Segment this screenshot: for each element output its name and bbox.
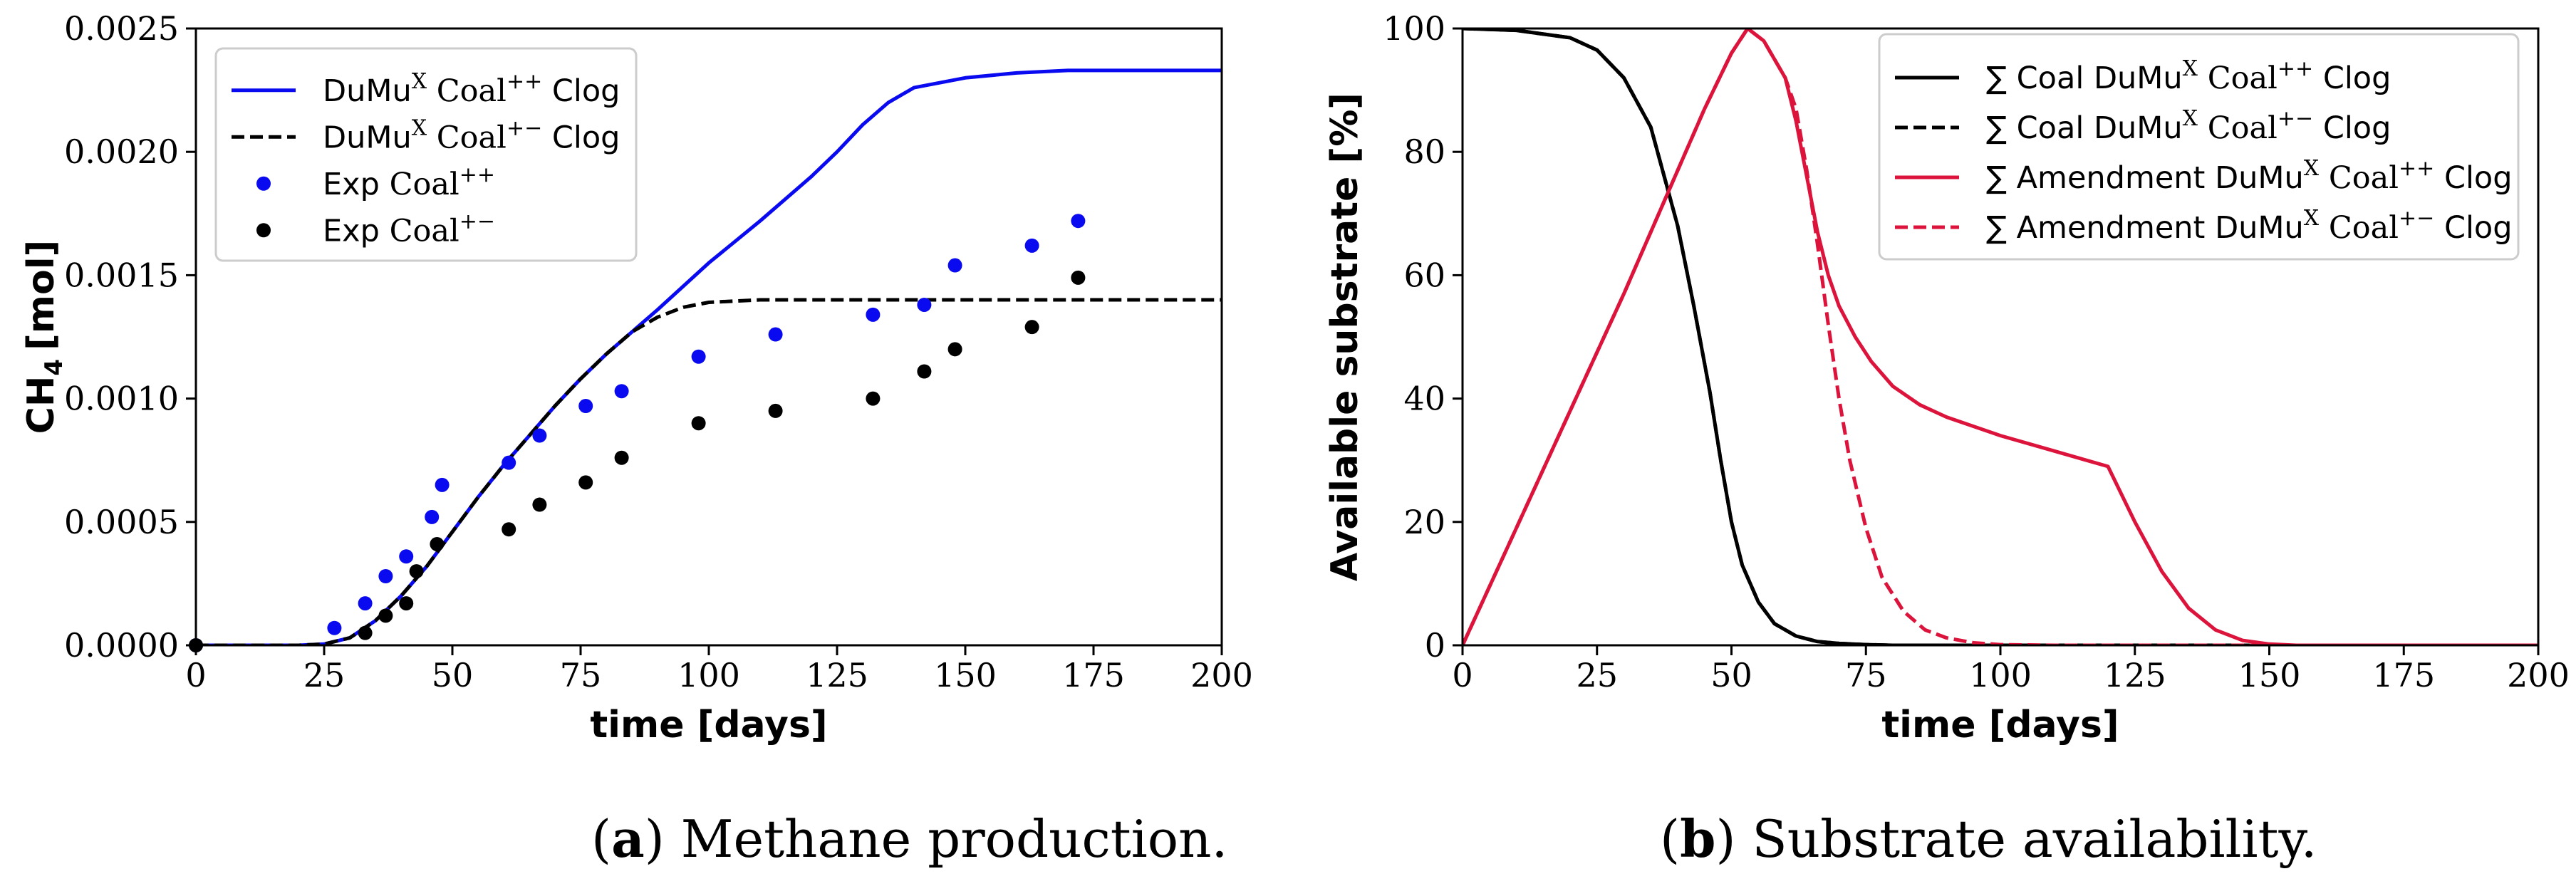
caption-a-text: Methane production.: [680, 809, 1228, 869]
panel-b-legend-label-3: ∑ Amendment DuMuX Coal+− Clog: [1986, 206, 2513, 246]
panel-b-legend-label-2: ∑ Amendment DuMuX Coal++ Clog: [1986, 156, 2513, 196]
panel-b-y-tick-label: 100: [1383, 9, 1445, 48]
panel-a-series-3-point: [866, 391, 881, 406]
panel-b-x-tick-label: 100: [1969, 656, 2032, 694]
panel-a-series-line-1: [196, 298, 1222, 645]
panel-a-x-tick-label: 25: [303, 656, 346, 694]
panel-a-legend-label-3: Exp Coal+−: [323, 209, 495, 249]
panel-a-series-2-point: [917, 297, 932, 312]
panel-a-series-3-point: [409, 564, 424, 579]
panel-a-legend-label-1: DuMuX Coal+− Clog: [323, 115, 620, 155]
panel-a-series-3-point: [917, 364, 932, 379]
figure-canvas: 0 25 50 75 100 125 150 175 2000.00000.00050.0010…: [20, 9, 2570, 746]
panel-b-x-tick-label: 50: [1710, 656, 1752, 694]
panel-b-x-tick-label: 125: [2104, 656, 2166, 694]
panel-a-series-3-point: [691, 416, 706, 431]
caption-b-letter: b: [1680, 808, 1716, 869]
panel-b-legend-label-1: ∑ Coal DuMuX Coal+− Clog: [1986, 106, 2391, 146]
caption-a: (a) Methane production.: [591, 808, 1228, 869]
panel-a-series-2-point: [1024, 238, 1039, 253]
panel-a-x-axis-label: time [days]: [590, 704, 827, 746]
panel-a-series-2-point: [532, 428, 547, 443]
panel-a-series-3-point: [768, 403, 783, 418]
panel-a-y-tick-label: 0.0020: [64, 132, 179, 171]
panel-a-series-3-point: [430, 536, 445, 551]
panel-b-x-tick-label: 175: [2372, 656, 2435, 694]
panel-a-x-tick-label: 50: [432, 656, 474, 694]
panel-a-legend: DuMuX Coal++ Clog DuMuX Coal+− Clog Exp Co…: [214, 47, 638, 262]
panel-a-series-3-point: [399, 596, 414, 611]
panel-a-x-tick-label: 75: [560, 656, 602, 694]
panel-b-legend: ∑ Coal DuMuX Coal++ Clog ∑ Coal DuMuX Coa…: [1878, 33, 2520, 261]
panel-a-y-tick-label: 0.0005: [64, 503, 179, 541]
panel-a-series-2-point: [435, 477, 450, 492]
panel-a-series-2-point: [327, 620, 342, 635]
panel-a-series-2-point: [578, 398, 593, 413]
panel-a-series-3-point: [614, 450, 629, 465]
panel-b-y-axis-label: Available substrate [%]: [1324, 93, 1366, 581]
panel-a-series-2-point: [502, 455, 516, 470]
panel-a-x-tick-label: 100: [677, 656, 740, 694]
panel-a-legend-marker-2: [256, 176, 271, 191]
panel-b-y-tick-label: 80: [1403, 132, 1445, 171]
panel-a-legend-label-2: Exp Coal++: [323, 162, 495, 202]
panel-a-y-tick-label: 0.0010: [64, 380, 179, 418]
panel-a-series-3-point: [947, 342, 962, 357]
panel-a-legend-marker-3: [256, 223, 271, 238]
panel-b-y-tick-label: 0: [1425, 626, 1445, 665]
panel-b-ticks: 0 25 50 75 100 125 150 175 200 0 20 40 60 80 100: [1383, 9, 2570, 694]
panel-a-series-3-point: [1071, 270, 1086, 285]
panel-a-series-2-point: [399, 549, 414, 564]
panel-a-series-3-point: [378, 608, 393, 623]
panel-a-series-3-point: [1024, 320, 1039, 335]
caption-b: (b) Substrate availability.: [1660, 808, 2317, 869]
panel-a-series-2-point: [614, 384, 629, 399]
panel-b-x-tick-label: 25: [1576, 656, 1618, 694]
panel-a-legend-label-0: DuMuX Coal++ Clog: [323, 69, 620, 109]
panel-a-series-3-point: [578, 475, 593, 490]
panel-a-legend-box: [214, 47, 638, 262]
panel-a-series-3-point: [502, 522, 516, 537]
panel-a-series-2-point: [425, 509, 440, 524]
panel-b-x-tick-label: 0: [1452, 656, 1473, 694]
panel-b-x-tick-label: 200: [2507, 656, 2570, 694]
panel-b-x-axis-label: time [days]: [1881, 704, 2119, 746]
panel-b-substrate: 0 25 50 75 100 125 150 175 200 0 20 40 60 80 100 time …: [1324, 9, 2570, 746]
panel-a-series-3-point: [358, 625, 373, 640]
panel-b-y-tick-label: 20: [1403, 503, 1445, 541]
caption-b-text: Substrate availability.: [1752, 809, 2317, 869]
panel-a-series-2-point: [691, 349, 706, 364]
panel-a-y-axis-label: CH4[mol]: [20, 240, 68, 434]
panel-b-legend-label-0: ∑ Coal DuMuX Coal++ Clog: [1986, 56, 2391, 96]
panel-a-x-tick-label: 125: [806, 656, 868, 694]
panel-b-x-tick-label: 75: [1845, 656, 1887, 694]
panel-a-methane: 0 25 50 75 100 125 150 175 200 0.0000 0.0005 0.0010…: [20, 9, 1253, 746]
panel-a-series-2-point: [1071, 214, 1086, 229]
panel-a-series-2-point: [358, 596, 373, 611]
panel-a-y-tick-label: 0.0025: [64, 9, 179, 48]
panel-a-series-2-point: [947, 258, 962, 273]
panel-a-plot-area: [196, 68, 1222, 645]
panel-a-series-2-point: [866, 307, 881, 322]
panel-b-y-tick-label: 40: [1403, 380, 1445, 418]
panel-b-legend-box: [1878, 33, 2520, 261]
panel-a-ticks: 0 25 50 75 100 125 150 175 200 0.0000 0.0005 0.0010…: [64, 9, 1253, 694]
panel-a-marks: [189, 68, 1222, 652]
panel-b-series-line-3: [1463, 28, 2538, 645]
panel-b-y-tick-label: 60: [1403, 256, 1445, 294]
panel-a-series-2-point: [768, 327, 783, 342]
panel-a-x-tick-label: 200: [1190, 656, 1253, 694]
panel-a-series-3-point: [532, 497, 547, 512]
panel-b-x-tick-label: 150: [2238, 656, 2301, 694]
panel-a-x-tick-label: 0: [185, 656, 206, 694]
caption-a-letter: a: [611, 808, 645, 869]
panel-a-series-2-point: [378, 569, 393, 584]
panel-a-x-tick-label: 175: [1062, 656, 1125, 694]
panel-a-x-tick-label: 150: [934, 656, 997, 694]
panel-a-y-tick-label: 0.0000: [64, 626, 179, 665]
panel-a-y-tick-label: 0.0015: [64, 256, 179, 294]
